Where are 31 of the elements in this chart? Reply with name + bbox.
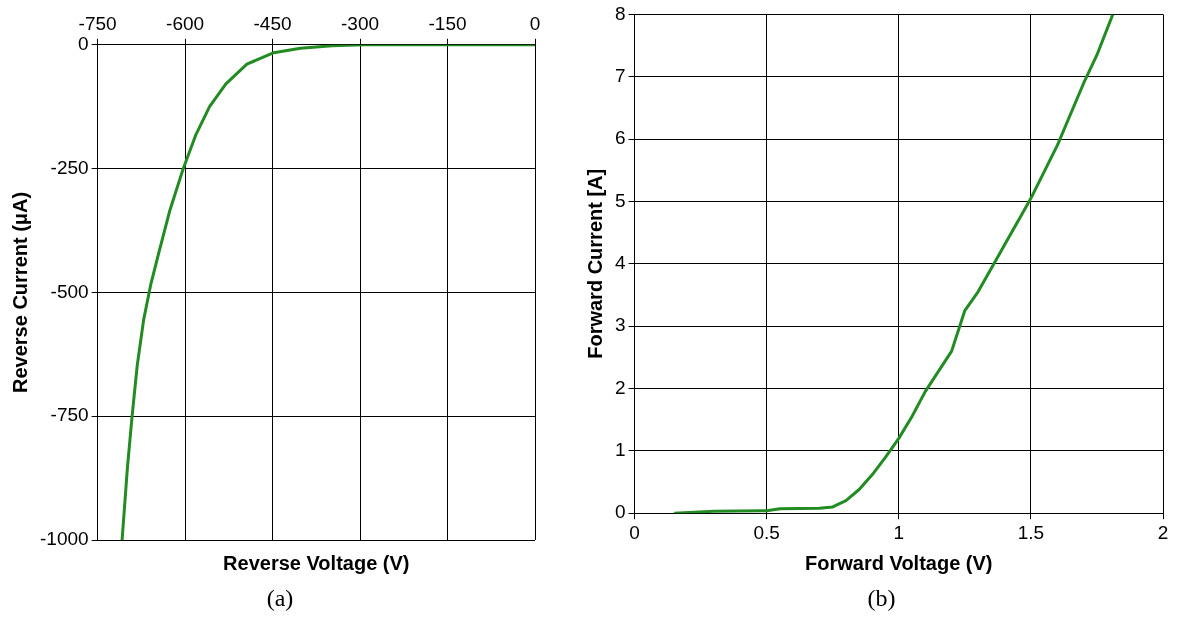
x-tick-label: 1 [893, 521, 905, 543]
x-tick-label: 0.5 [753, 521, 780, 543]
text: (a) [265, 585, 295, 612]
y-tick-label: 1 [614, 439, 626, 461]
x-tick-label: -750 [78, 12, 117, 34]
x-tick-label: -450 [253, 12, 292, 34]
y-tick-label: 7 [614, 64, 626, 86]
y-tick-label: 3 [614, 314, 626, 336]
y-tick-label: -250 [50, 156, 89, 178]
x-tick-label: 0 [629, 521, 640, 543]
y-tick-label: -500 [50, 280, 89, 302]
x-tick-label: -300 [341, 12, 380, 34]
y-axis-title: Forward Current [A] [583, 168, 606, 359]
y-tick-label: 0 [614, 501, 626, 523]
x-tick-label: 1.5 [1017, 521, 1045, 543]
x-tick-label: -600 [166, 12, 205, 34]
text: (b) [866, 585, 897, 612]
y-tick-label: 4 [614, 252, 626, 274]
x-axis-title: Forward Voltage (V) [805, 551, 993, 574]
y-tick-label: 2 [614, 376, 626, 398]
x-tick-label: 0 [529, 12, 541, 34]
x-axis-title: Reverse Voltage (V) [223, 551, 410, 574]
y-tick-label: 5 [614, 189, 626, 211]
x-tick-label: -150 [428, 12, 467, 34]
y-tick-label: -1000 [39, 528, 89, 550]
x-tick-label: 2 [1157, 521, 1169, 543]
y-axis-title: Reverse Current (μA) [8, 191, 31, 393]
y-tick-label: -750 [50, 404, 89, 426]
y-tick-label: 8 [614, 2, 626, 24]
y-tick-label: 0 [78, 33, 89, 55]
y-tick-label: 6 [614, 127, 626, 149]
